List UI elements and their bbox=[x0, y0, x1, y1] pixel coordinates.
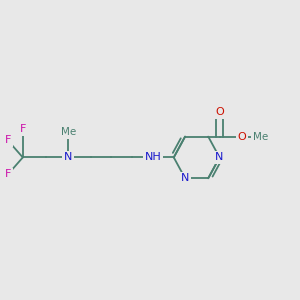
Text: O: O bbox=[238, 132, 247, 142]
Text: F: F bbox=[5, 169, 11, 179]
Text: O: O bbox=[215, 107, 224, 117]
Text: F: F bbox=[5, 136, 11, 146]
Text: Me: Me bbox=[61, 127, 76, 137]
Text: NH: NH bbox=[145, 152, 161, 162]
Text: N: N bbox=[215, 152, 224, 162]
Text: N: N bbox=[181, 173, 189, 183]
Text: Me: Me bbox=[253, 132, 268, 142]
Text: N: N bbox=[64, 152, 73, 162]
Text: F: F bbox=[20, 124, 26, 134]
